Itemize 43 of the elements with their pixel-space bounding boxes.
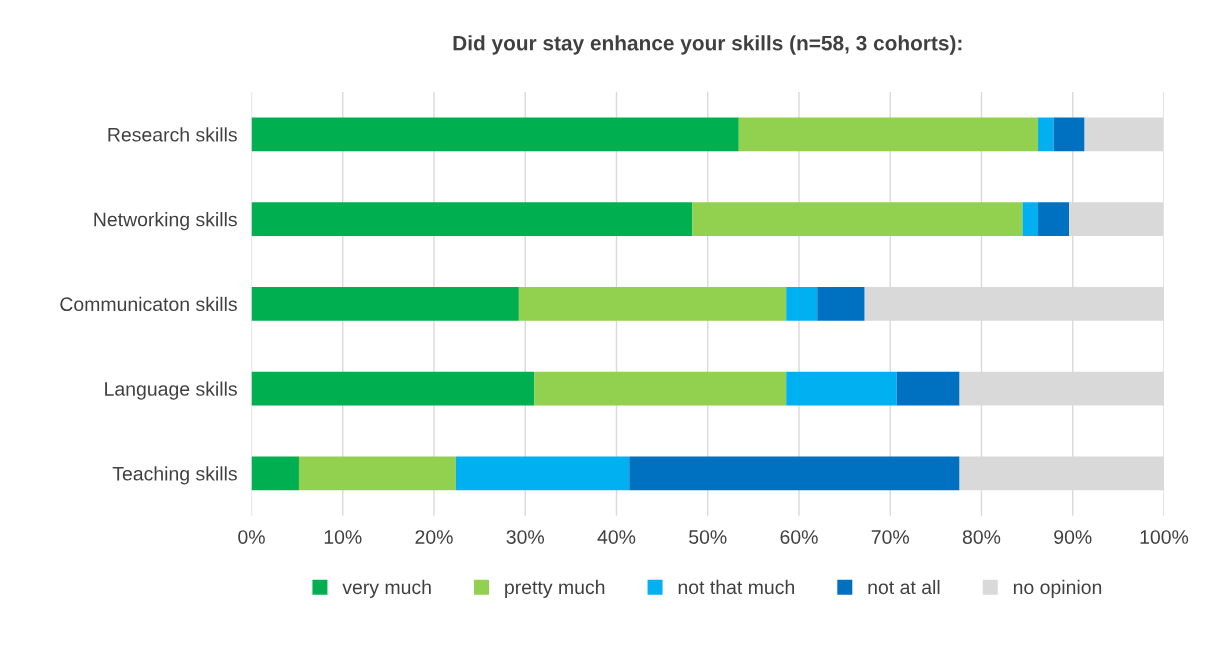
bar — [534, 371, 787, 406]
x-tick-label: 50% — [689, 530, 727, 544]
y-tick-label: Networking skills — [94, 212, 237, 231]
bar — [1038, 202, 1070, 237]
bar — [251, 371, 535, 406]
legend-label: very much — [342, 579, 431, 598]
x-tick-label: 60% — [780, 530, 818, 544]
bar — [786, 371, 897, 406]
bar — [1022, 202, 1039, 237]
bar — [298, 456, 456, 491]
x-tick-label: 100% — [1140, 530, 1189, 544]
x-tick-label: 0% — [238, 530, 265, 544]
bar — [629, 456, 960, 491]
y-tick-label: Research skills — [108, 127, 237, 142]
x-tick-label: 40% — [597, 530, 636, 544]
bar — [1084, 117, 1164, 152]
x-tick-label: 10% — [324, 530, 362, 544]
bar — [251, 286, 519, 321]
bar — [251, 117, 739, 152]
legend-label: not at all — [868, 579, 940, 595]
y-tick-label: Communicaton skills — [60, 296, 237, 312]
x-tick-label: 20% — [415, 530, 453, 544]
bar — [1053, 117, 1085, 152]
x-tick-label: 70% — [871, 530, 909, 544]
bar — [738, 117, 1039, 152]
x-tick-label: 90% — [1054, 530, 1092, 544]
bar — [817, 286, 865, 321]
bar — [692, 202, 1023, 237]
bar — [455, 456, 630, 491]
bar — [251, 202, 693, 237]
chart-title: Did your stay enhance your skills (n=58, 3 cohorts): — [453, 35, 962, 55]
bar — [786, 286, 818, 321]
y-tick-label: Teaching skills — [112, 466, 237, 485]
legend-label: no opinion — [1013, 579, 1102, 598]
x-tick-label: 80% — [962, 530, 1001, 544]
bar — [896, 371, 960, 406]
bar — [1038, 117, 1054, 152]
bar — [251, 456, 299, 491]
legend-label: not that much — [678, 579, 794, 595]
bar — [518, 286, 787, 321]
legend-label: pretty much — [505, 579, 605, 598]
x-tick-label: 30% — [506, 530, 545, 544]
y-tick-label: Language skills — [105, 381, 237, 400]
